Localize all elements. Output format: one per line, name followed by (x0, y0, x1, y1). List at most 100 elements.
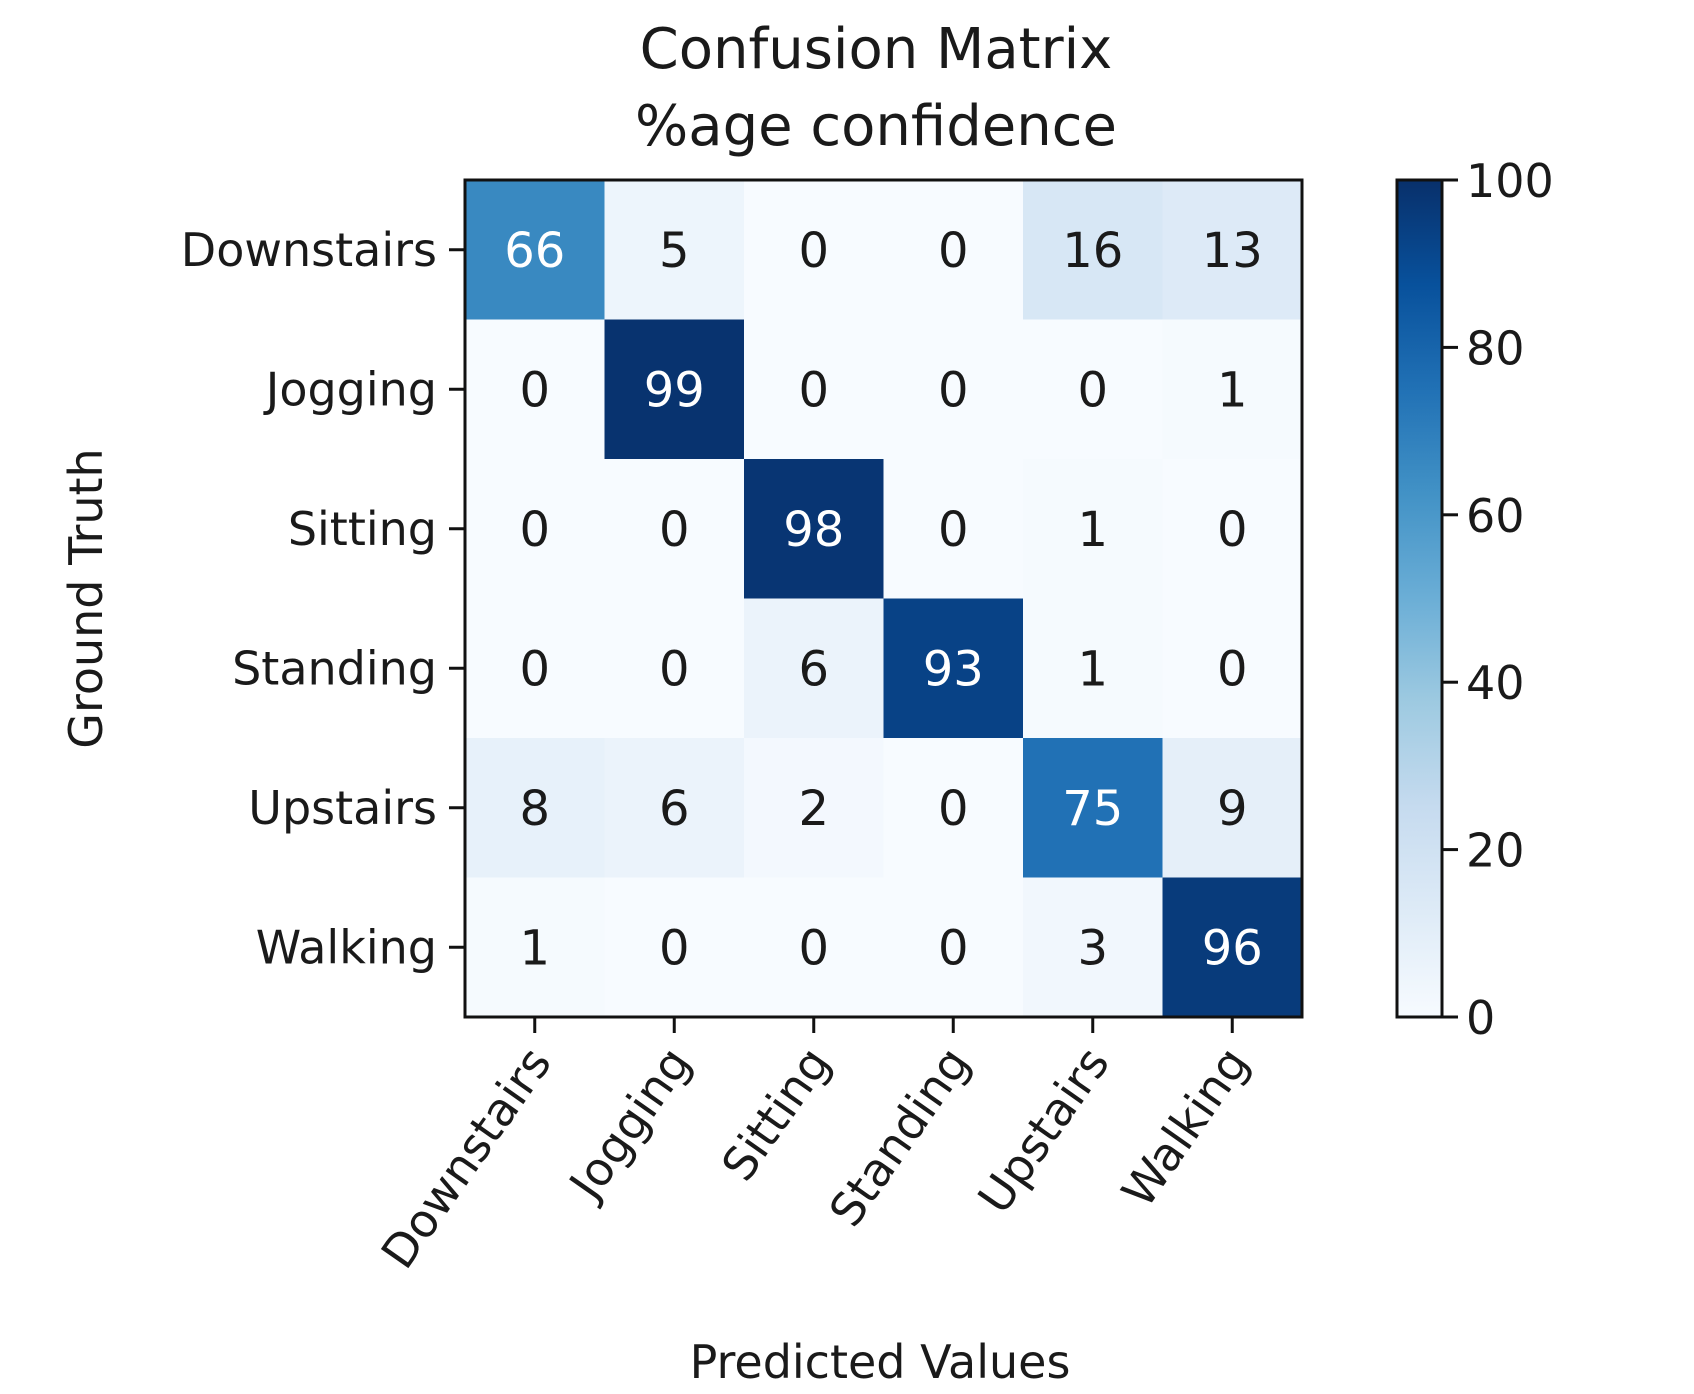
cell-value-label: 0 (938, 362, 969, 418)
heatmap-cell (1023, 877, 1163, 1018)
heatmap-cell (604, 877, 745, 1018)
cell-value-label: 8 (519, 781, 550, 837)
heatmap-cell (1162, 319, 1303, 460)
colorbar-tick-label: 40 (1466, 656, 1525, 710)
y-tick-label: Upstairs (248, 781, 437, 835)
cell-value-label: 6 (798, 641, 829, 697)
cell-value-label: 0 (659, 502, 690, 558)
y-tick-label: Walking (256, 920, 437, 974)
x-axis-label: Predicted Values (690, 1335, 1071, 1389)
heatmap-cell (1023, 738, 1163, 878)
colorbar-tick-label: 100 (1466, 154, 1554, 208)
cell-value-label: 1 (1077, 641, 1108, 697)
cell-value-label: 1 (519, 920, 550, 976)
heatmap-cell (1023, 459, 1163, 599)
cell-value-label: 16 (1062, 223, 1123, 279)
heatmap-cell (465, 459, 605, 599)
cell-value-label: 0 (938, 223, 969, 279)
cell-value-label: 0 (798, 362, 829, 418)
cell-value-label: 0 (938, 920, 969, 976)
heatmap-cell (1162, 459, 1303, 599)
heatmap-cell (465, 180, 605, 320)
heatmap-cell (883, 877, 1024, 1018)
heatmap-cell (744, 877, 884, 1018)
cell-value-label: 1 (1217, 362, 1248, 418)
heatmap-cell (604, 319, 745, 460)
y-axis-ticks: Downstairs Jogging Sitting Standing Upstairs… (181, 223, 465, 974)
cell-value-label: 0 (659, 920, 690, 976)
cell-value-label: 0 (798, 223, 829, 279)
cell-value-label: 0 (519, 641, 550, 697)
heatmap-cell (604, 180, 745, 320)
cell-value-label: 0 (938, 502, 969, 558)
cell-value-label: 0 (1077, 362, 1108, 418)
x-tick-label: Standing (818, 1037, 980, 1236)
x-tick-label: Downstairs (371, 1037, 562, 1278)
y-axis-label: Ground Truth (59, 448, 113, 748)
colorbar-tick-label: 0 (1466, 991, 1495, 1045)
heatmap-cell (465, 319, 605, 460)
cell-value-label: 0 (519, 362, 550, 418)
heatmap-cell (604, 738, 745, 878)
colorbar (1395, 178, 1444, 1019)
cell-value-label: 13 (1202, 223, 1263, 279)
heatmap-cell (744, 319, 884, 460)
heatmap-cell (744, 180, 884, 320)
heatmap-cell (1162, 180, 1303, 320)
cell-value-label: 6 (659, 781, 690, 837)
cell-value-label: 96 (1202, 920, 1263, 976)
cell-value-label: 1 (1077, 502, 1108, 558)
heatmap-cell (1162, 598, 1303, 739)
heatmap-cell (465, 877, 605, 1018)
cell-value-label: 3 (1077, 920, 1108, 976)
heatmap-cell (883, 459, 1024, 599)
heatmap-cell (1162, 738, 1303, 878)
cell-value-label: 98 (783, 502, 844, 558)
heatmap-cell (883, 180, 1024, 320)
colorbar-tick-label: 60 (1466, 489, 1525, 543)
heatmap-cell (744, 459, 884, 599)
heatmap-cell (1023, 598, 1163, 739)
y-tick-label: Downstairs (181, 223, 437, 277)
cell-value-label: 93 (923, 641, 984, 697)
cell-value-label: 9 (1217, 781, 1248, 837)
heatmap-cell (1023, 319, 1163, 460)
cell-value-label: 0 (938, 781, 969, 837)
cell-value-label: 5 (659, 223, 690, 279)
cell-value-label: 0 (798, 920, 829, 976)
heatmap-cell (465, 598, 605, 739)
chart-subtitle: %age confidence (635, 94, 1117, 159)
plot-frame (463, 178, 1304, 1019)
cell-value-label: 75 (1062, 781, 1123, 837)
cell-value-label: 0 (519, 502, 550, 558)
heatmap-cell (883, 598, 1024, 739)
heatmap-cell (1023, 180, 1163, 320)
heatmap-cell (744, 598, 884, 739)
heatmap-cell (1162, 877, 1303, 1018)
cell-value-label: 0 (1217, 641, 1248, 697)
x-tick-label: Walking (1111, 1037, 1259, 1216)
cell-value-label: 0 (1217, 502, 1248, 558)
cell-value-label: 2 (798, 781, 829, 837)
heatmap-cell (604, 598, 745, 739)
heatmap-cell (883, 319, 1024, 460)
cell-value-labels: 66 5 0 0 16 130 99 0 0 0 10 0 98 0 1 00 0 6 93 1 08 6 2 0 75 91 0 0… (504, 223, 1263, 977)
x-tick-label: Jogging (557, 1037, 701, 1211)
heatmap-cell (465, 738, 605, 878)
colorbar-ticks: 0 20 40 60 80 100 (1442, 154, 1554, 1045)
y-tick-label: Jogging (263, 362, 437, 416)
cell-value-label: 99 (644, 362, 705, 418)
cell-value-label: 0 (659, 641, 690, 697)
x-tick-label: Upstairs (967, 1037, 1119, 1223)
heatmap-cells (465, 180, 1303, 1018)
heatmap-cell (744, 738, 884, 878)
heatmap-cell (883, 738, 1024, 878)
cell-value-label: 66 (504, 223, 565, 279)
colorbar-tick-label: 20 (1466, 824, 1525, 878)
chart-title: Confusion Matrix (640, 17, 1113, 82)
x-tick-label: Sitting (711, 1037, 841, 1190)
colorbar-tick-label: 80 (1466, 321, 1525, 375)
heatmap-cell (604, 459, 745, 599)
